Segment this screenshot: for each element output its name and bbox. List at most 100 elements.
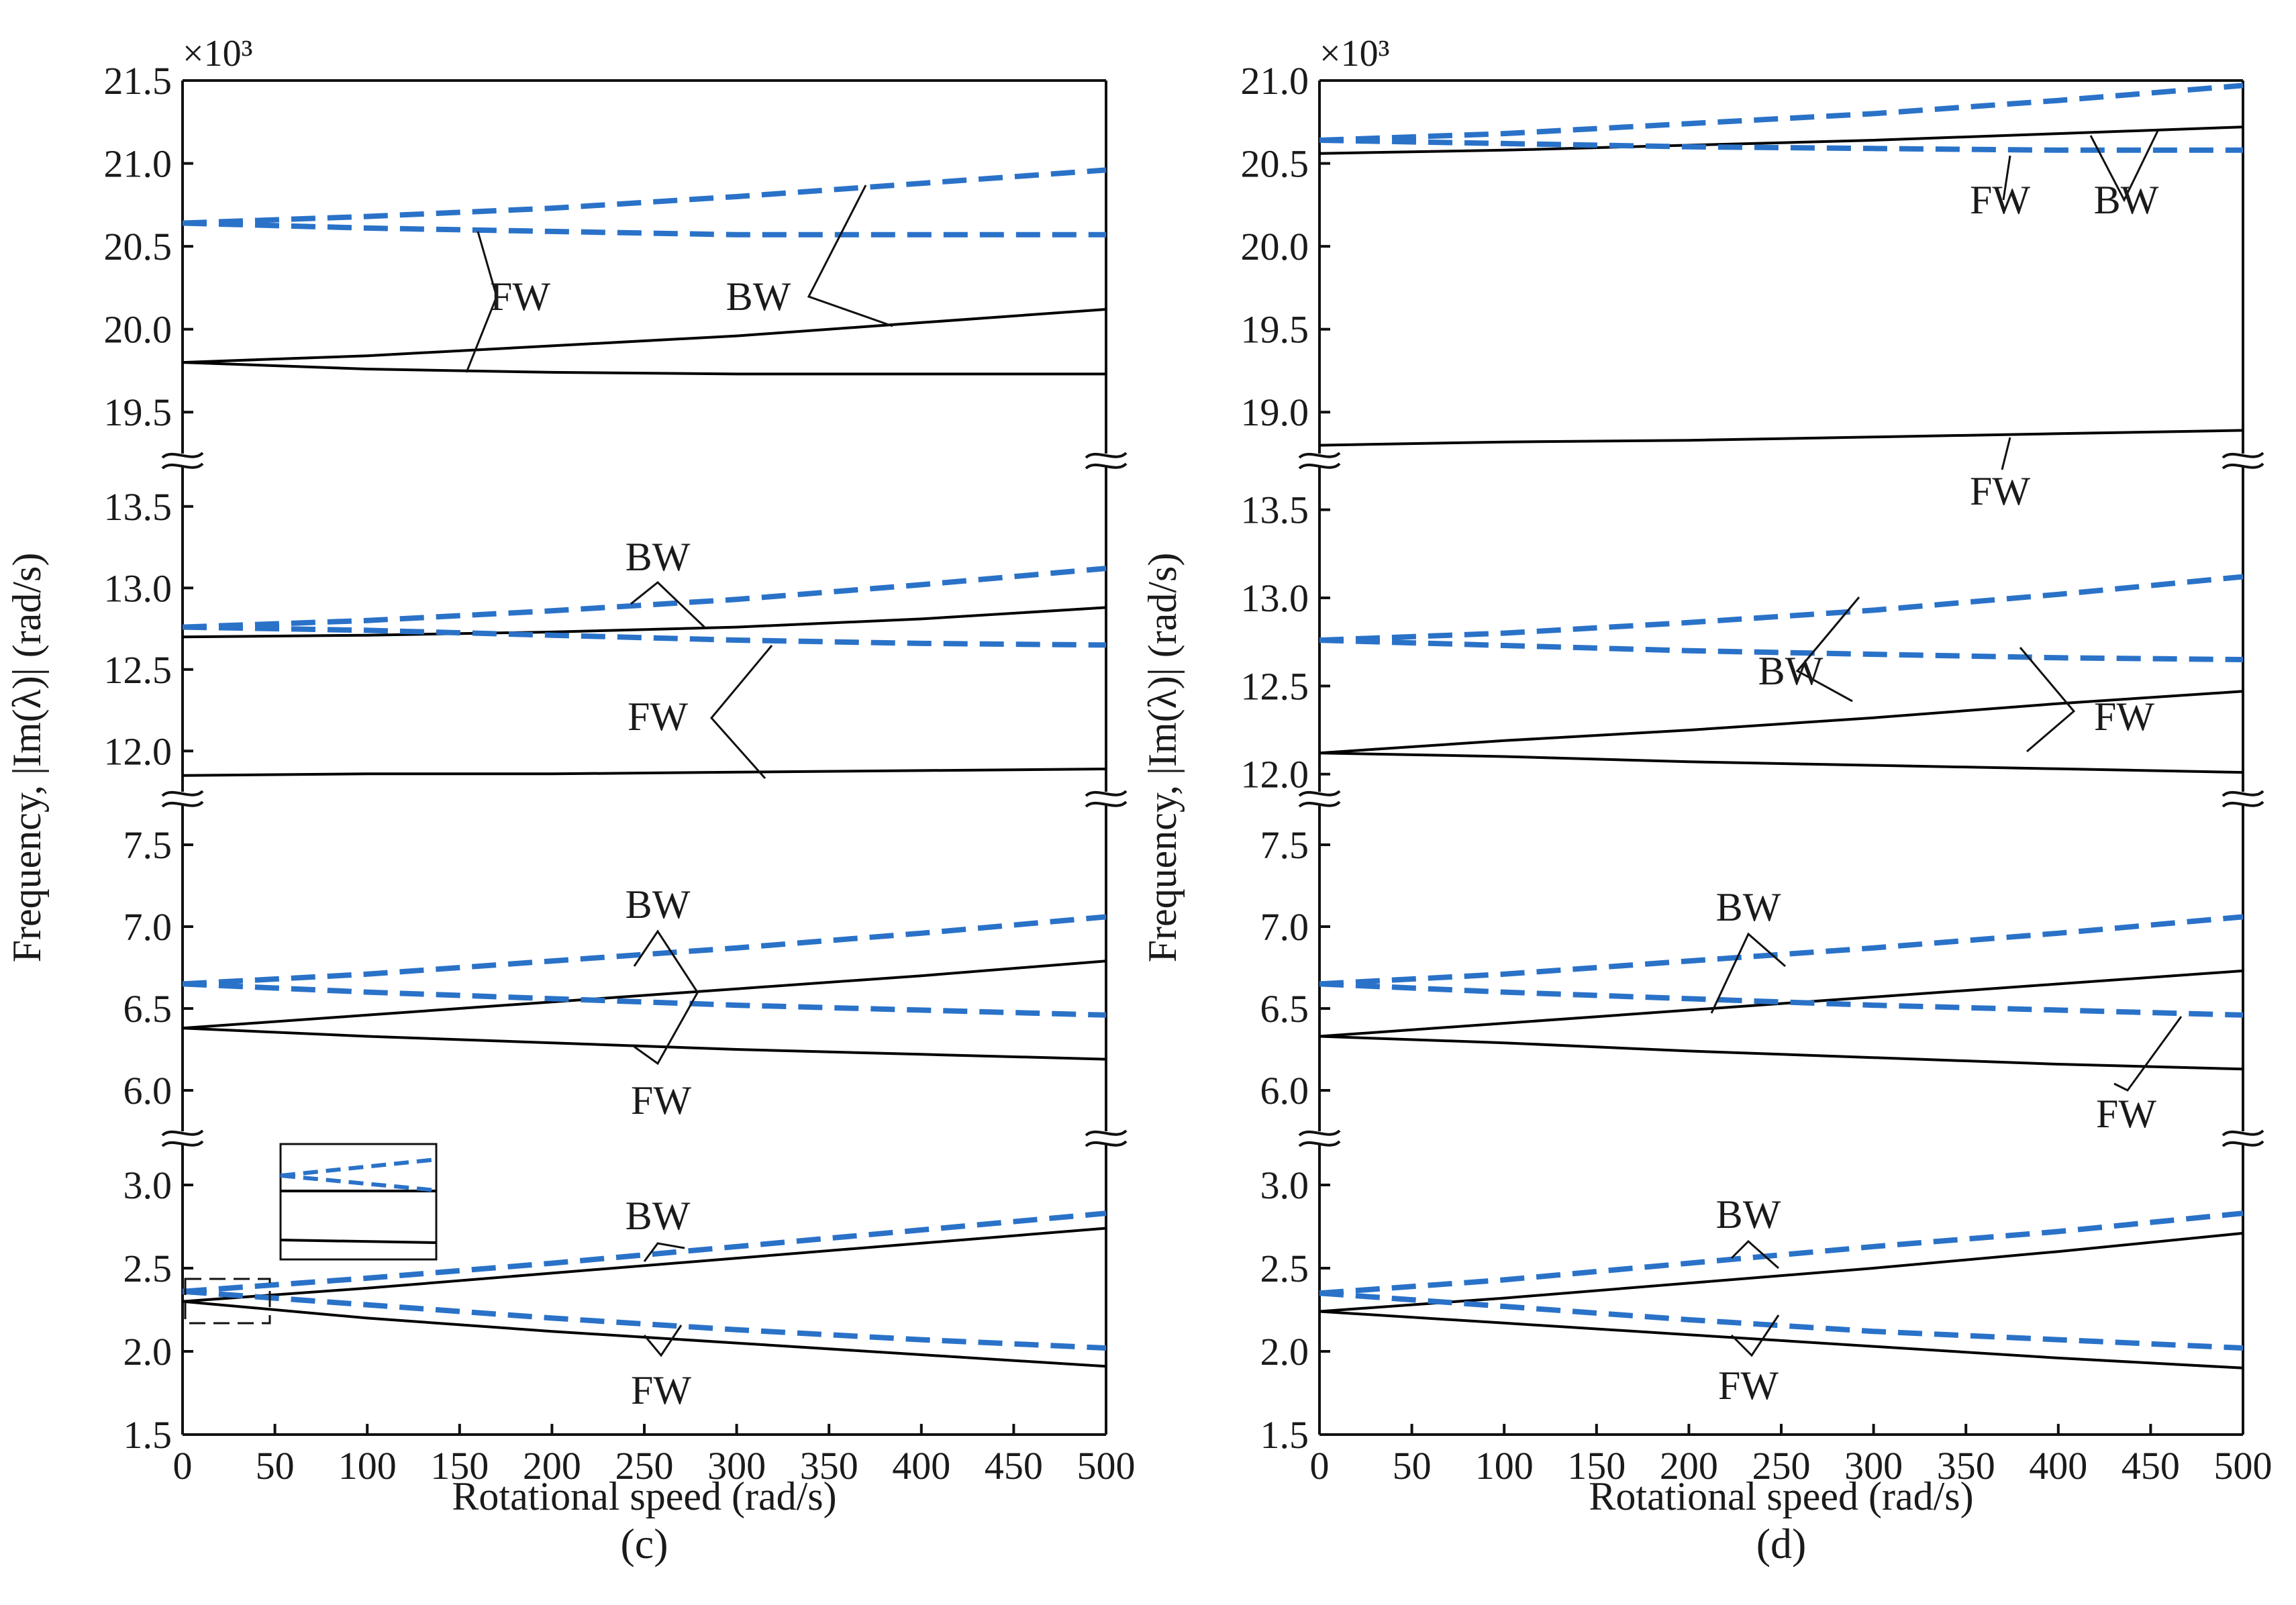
inset-solid-line [280,1239,437,1244]
y-tick-label: 1.5 [123,1413,172,1457]
annotation-leader [2002,155,2011,201]
y-tick-label: 20.5 [104,225,172,268]
y-tick-label: 19.5 [104,391,172,434]
dashed-curve [182,220,1106,238]
axis-break-left-icon [1298,790,1341,797]
x-tick-label: 100 [1475,1444,1534,1488]
panel-label: (d) [1756,1520,1807,1567]
y-tick-label: 21.0 [104,142,172,186]
x-tick-label: 150 [430,1444,489,1488]
axis-break-right-icon [2222,790,2264,797]
dashed-curve [182,1288,1107,1351]
y-tick-label: 12.5 [104,648,172,692]
solid-curve [182,960,1107,1030]
annotation-label: FW [631,1078,691,1123]
y-tick-label: 20.5 [1241,142,1309,186]
dashed-curve [1319,1290,2244,1351]
annotation-leader [1795,597,1860,703]
inset-dashed-line [280,1174,437,1192]
solid-curve [1319,1310,2244,1369]
annotation-leader [634,991,699,1066]
x-tick-label: 100 [338,1444,397,1488]
y-tick-label: 1.5 [1260,1413,1309,1457]
axis-break-left-icon [161,1140,204,1147]
x-tick-label: 450 [2122,1444,2180,1488]
solid-curve [1319,125,2244,155]
solid-curve [182,308,1107,364]
annotation-label: FW [1718,1363,1779,1408]
zoom-region-box [184,1278,271,1325]
annotation-label: FW [628,694,688,739]
annotation-label: FW [1970,178,2030,222]
x-tick-label: 200 [523,1444,581,1488]
y-tick-label: 7.5 [1260,823,1309,867]
y-tick-label: 13.0 [104,566,172,610]
x-tick-label: 50 [1393,1444,1432,1488]
x-tick-label: 400 [892,1444,950,1488]
axis-break-left-icon [1298,800,1341,808]
dashed-curve [1319,1210,2244,1296]
x-tick-label: 250 [1752,1444,1811,1488]
annotation-label: BW [626,1194,691,1238]
axis-break-right-icon [1085,1129,1128,1137]
dashed-curve [182,167,1107,226]
x-tick-label: 500 [1077,1444,1136,1488]
y-tick-label: 6.0 [123,1069,172,1112]
annotation-leader [2089,130,2159,203]
dashed-curve [182,914,1107,987]
y-tick-label: 7.0 [123,905,172,949]
y-tick-label: 13.5 [104,485,172,529]
y-tick-label: 6.0 [1260,1069,1309,1112]
axis-break-left-icon [161,452,204,459]
y-tick-label: 21.5 [104,59,172,103]
solid-curve [1319,969,2244,1038]
annotation-label: BW [1716,885,1781,929]
y-tick-label: 19.5 [1241,308,1309,352]
annotation-leader [807,185,893,327]
solid-curve [182,768,1107,777]
y-tick-label: 12.0 [104,729,172,773]
dashed-curve [182,566,1107,630]
dashed-curve [1319,83,2244,143]
solid-curve [1319,752,2244,774]
x-tick-label: 300 [707,1444,766,1488]
annotation-label: BW [2094,178,2159,222]
axis-break-right-icon [2222,1129,2264,1137]
y-axis-label: Frequency, |Im(λ)| (rad/s) [1140,553,1185,963]
solid-curve [182,1227,1107,1303]
annotation-leader [633,929,699,994]
solid-curve [1319,1035,2244,1071]
y-tick-label: 7.0 [1260,905,1309,949]
annotation-label: FW [2094,694,2154,739]
annotation-leader [2019,647,2076,753]
annotation-leader [465,231,498,373]
x-tick-label: 450 [985,1444,1043,1488]
dashed-curve [1319,981,2244,1018]
annotation-label: BW [626,882,691,927]
y-tick-label: 12.5 [1241,664,1309,708]
x-tick-label: 0 [1310,1444,1330,1488]
annotation-leader [1730,1239,1779,1270]
dashed-curve [182,624,1107,648]
dashed-curve [1319,574,2244,643]
x-tick-label: 250 [615,1444,674,1488]
x-tick-label: 50 [256,1444,295,1488]
solid-curve [182,361,1106,376]
y-tick-label: 2.5 [1260,1247,1309,1290]
multiplier-label: ×10³ [1319,33,1389,74]
axis-break-left-icon [161,800,204,808]
y-tick-label: 13.5 [1241,488,1309,532]
y-tick-label: 6.5 [1260,987,1309,1031]
annotation-leader [2001,437,2011,470]
axis-break-right-icon [1085,462,1128,470]
axis-break-right-icon [2222,452,2264,459]
annotation-leader [1710,932,1786,1014]
dashed-curve [1319,637,2244,662]
x-tick-label: 300 [1844,1444,1903,1488]
annotation-label: FW [631,1368,691,1412]
axis-break-right-icon [2222,800,2264,808]
axis-break-left-icon [161,462,204,470]
axis-break-right-icon [1085,800,1128,808]
y-tick-label: 3.0 [123,1163,172,1207]
